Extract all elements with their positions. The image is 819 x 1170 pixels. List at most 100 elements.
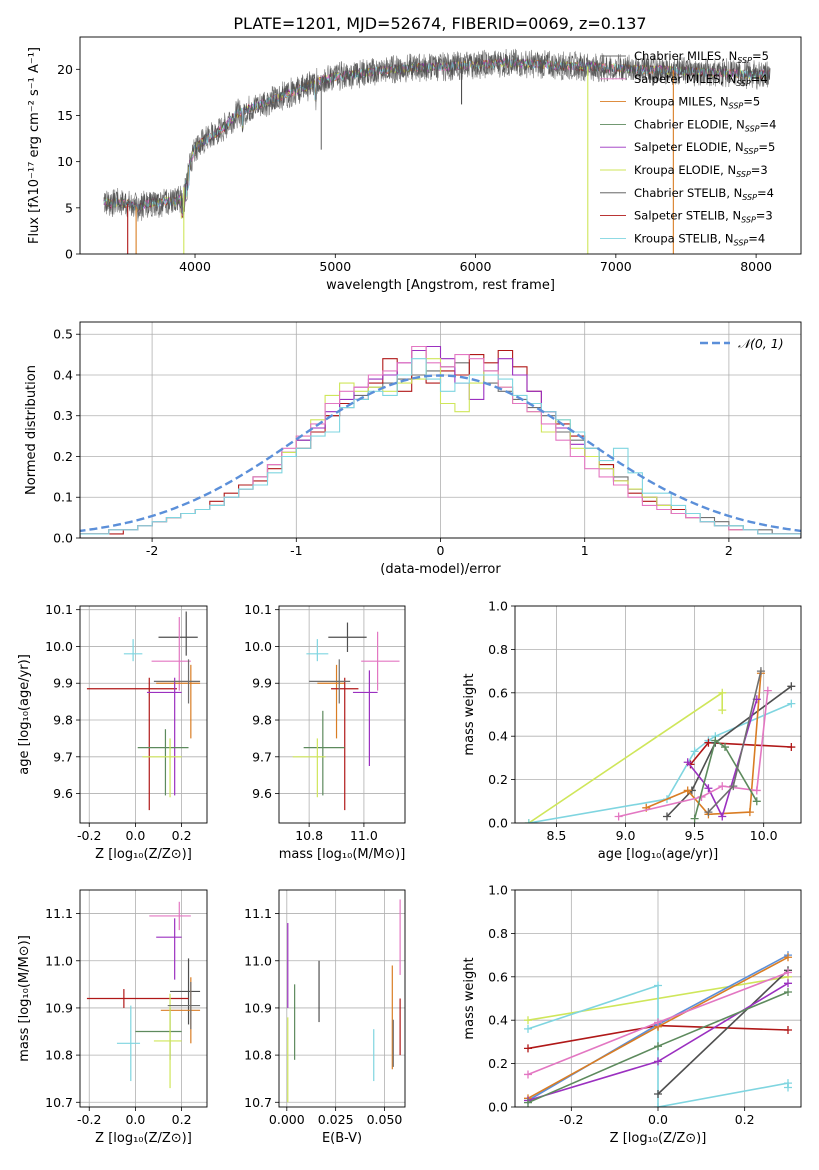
x-tick-label: 0.000 — [269, 1112, 305, 1127]
y-tick-label: 0.4 — [53, 367, 73, 382]
age-vs-metallicity-panel: -0.2 0.0 0.2 9.6 9.7 9.8 9.9 10.0 10.1 Z [log₁₀(Z… — [17, 602, 208, 862]
y-tick-label: 10.7 — [244, 1095, 272, 1110]
x-tick-label: 5000 — [319, 259, 351, 274]
x-tick-label: -0.2 — [77, 828, 101, 843]
weight-marker — [704, 784, 713, 793]
axes-frame — [79, 36, 802, 255]
weight-marker — [745, 808, 754, 817]
y-tick-label: 10.9 — [45, 1000, 73, 1015]
weight-marker — [784, 968, 792, 977]
y-tick-label: 0.2 — [53, 449, 73, 464]
spectrum-line — [103, 52, 771, 219]
y-tick-label: 0.8 — [488, 642, 508, 657]
y-tick-label: 0.8 — [488, 926, 508, 941]
y-tick-label: 0 — [65, 247, 73, 262]
y-tick-label: 10.8 — [45, 1048, 73, 1063]
axes-frame — [79, 605, 208, 824]
weight-marker — [752, 797, 761, 806]
weight-marker — [784, 1025, 792, 1034]
y-tick-label: 0.2 — [488, 1056, 508, 1071]
x-tick-label: -1 — [290, 543, 302, 558]
y-tick-label: 9.9 — [252, 676, 272, 691]
weight-marker — [690, 747, 699, 756]
x-tick-label: 0.2 — [172, 1112, 192, 1127]
weight-marker — [763, 686, 772, 695]
weight-marker — [654, 1042, 662, 1051]
weight-marker — [690, 814, 699, 823]
weight-marker — [524, 1044, 532, 1053]
x-tick-label: 0.025 — [318, 1112, 354, 1127]
x-tick-label: 6000 — [460, 259, 492, 274]
x-tick-label: 8.5 — [547, 828, 567, 843]
weight-vs-age-panel: 8.5 9.0 9.5 10.0 0.0 0.2 0.4 0.6 0.8 1.0 age [log₁… — [462, 599, 802, 862]
gaussian-curve — [80, 374, 801, 533]
axes-frame — [278, 889, 406, 1108]
weight-line — [657, 969, 789, 1095]
x-tick-label: 0 — [437, 543, 445, 558]
y-tick-label: 11.1 — [244, 906, 272, 921]
y-tick-label: 9.7 — [53, 749, 73, 764]
x-tick-label: -0.2 — [559, 1112, 583, 1127]
weight-marker — [711, 736, 720, 745]
weight-marker — [524, 1016, 532, 1025]
weight-line — [693, 739, 758, 819]
legend-label: Kroupa ELODIE, NSSP=3 — [634, 163, 768, 179]
x-tick-label: 2 — [725, 543, 733, 558]
spectrum-panel: 4000 5000 6000 7000 8000 0 5 10 15 20 wavelength [… — [27, 36, 802, 293]
weight-marker — [683, 758, 692, 767]
plot-area — [86, 901, 201, 1089]
x-tick-label: -2 — [146, 543, 158, 558]
weight-marker — [787, 743, 796, 752]
weight-marker — [662, 812, 671, 821]
x-axis-label: Z [log₁₀(Z/Z⊙)] — [95, 847, 192, 862]
y-tick-label: 10.1 — [45, 602, 73, 617]
axes-frame — [278, 605, 406, 824]
y-axis-label: Normed distribution — [24, 365, 39, 495]
weight-marker — [729, 782, 738, 791]
weight-marker — [718, 688, 727, 697]
y-tick-label: 10.0 — [244, 639, 272, 654]
axes-frame — [514, 605, 802, 824]
x-axis-label: (data-model)/error — [380, 562, 501, 577]
weight-marker — [718, 782, 727, 791]
weight-vs-metallicity-panel: -0.2 0.0 0.2 0.0 0.2 0.4 0.6 0.8 1.0 Z [log₁₀(Z/Z… — [462, 883, 802, 1146]
weight-marker — [654, 1018, 662, 1027]
y-tick-label: 10 — [57, 154, 73, 169]
y-tick-label: 9.7 — [252, 749, 272, 764]
y-tick-label: 10.8 — [244, 1048, 272, 1063]
weight-marker — [704, 738, 713, 747]
x-tick-label: 1 — [581, 543, 589, 558]
weight-marker — [718, 812, 727, 821]
x-tick-label: 0.2 — [735, 1112, 755, 1127]
histogram-step — [80, 358, 801, 538]
x-tick-label: 0.050 — [367, 1112, 403, 1127]
y-axis-label: mass weight — [462, 957, 477, 1039]
age-vs-mass-panel: 10.8 11.0 9.6 9.7 9.8 9.9 10.0 10.1 mass [log₁₀(… — [244, 602, 406, 862]
plot-area — [524, 667, 796, 823]
weight-marker — [704, 808, 713, 817]
weight-marker — [787, 682, 796, 691]
y-tick-label: 11.1 — [45, 906, 73, 921]
weight-marker — [756, 667, 765, 676]
axes-frame — [79, 321, 802, 539]
x-tick-label: 9.0 — [616, 828, 636, 843]
legend-label: 𝒩(0, 1) — [738, 336, 784, 351]
y-tick-label: 11.0 — [45, 953, 73, 968]
weight-marker — [718, 706, 727, 715]
x-tick-label: 9.5 — [685, 828, 705, 843]
axes-frame — [79, 889, 208, 1108]
plot-area — [103, 48, 771, 254]
y-axis-label: age [log₁₀(age/yr)] — [17, 654, 32, 775]
mass-vs-extinction-panel: 0.000 0.025 0.050 10.7 10.8 10.9 11.0 11.1 E(B-V… — [244, 889, 406, 1146]
legend-label: Salpeter ELODIE, NSSP=5 — [634, 140, 775, 156]
legend-label: Chabrier ELODIE, NSSP=4 — [634, 117, 776, 133]
weight-marker — [654, 1103, 662, 1107]
legend-label: Salpeter STELIB, NSSP=3 — [634, 209, 773, 225]
weight-marker — [721, 743, 730, 752]
y-axis-label: mass weight — [462, 673, 477, 755]
x-tick-label: 0.0 — [125, 1112, 145, 1127]
y-tick-label: 0.0 — [488, 816, 508, 831]
y-tick-label: 20 — [57, 62, 73, 77]
weight-marker — [654, 1057, 662, 1066]
